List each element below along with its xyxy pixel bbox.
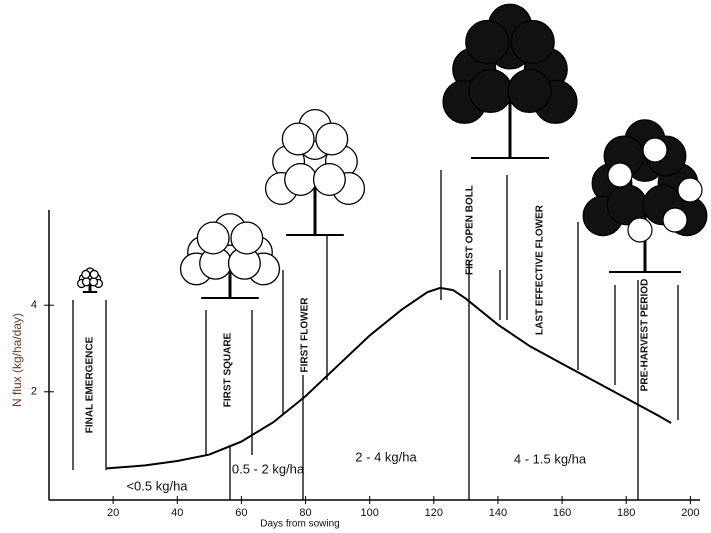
x-tick-label: 40 xyxy=(171,507,183,519)
period-label: 2 - 4 kg/ha xyxy=(355,449,417,464)
x-tick-label: 80 xyxy=(299,507,311,519)
boll xyxy=(642,137,668,163)
plant-icon xyxy=(264,109,366,236)
period-label: 4 - 1.5 kg/ha xyxy=(514,451,587,466)
plant-leaf xyxy=(507,68,552,114)
plant-leaf xyxy=(284,163,318,196)
plant-icon xyxy=(179,213,281,299)
stage-label: FIRST FLOWER xyxy=(300,297,311,373)
plant-leaf xyxy=(465,19,510,65)
x-tick-label: 200 xyxy=(681,507,699,519)
plant-icon xyxy=(442,3,578,159)
x-tick-label: 140 xyxy=(489,507,507,519)
y-tick-label: 2 xyxy=(31,386,37,398)
x-tick-label: 180 xyxy=(617,507,635,519)
stage-label: FIRST OPEN BOLL xyxy=(465,185,476,275)
plant-leaf xyxy=(81,269,91,280)
y-axis-label: N flux (kg/ha/day) xyxy=(10,313,24,407)
period-label: <0.5 kg/ha xyxy=(126,478,188,493)
stage-label: PRE-HARVEST PERIOD xyxy=(640,279,651,392)
stage-label: FIRST SQUARE xyxy=(223,332,234,407)
boll xyxy=(627,217,653,243)
boll xyxy=(607,162,633,188)
x-tick-label: 160 xyxy=(553,507,571,519)
x-tick-label: 100 xyxy=(361,507,379,519)
plant-leaf xyxy=(281,122,315,156)
plant-leaf xyxy=(230,221,264,255)
plant-leaf xyxy=(315,122,349,156)
plant-leaf xyxy=(196,221,230,255)
x-axis-label: Days from sowing xyxy=(260,519,339,530)
period-label: 0.5 - 2 kg/ha xyxy=(232,461,305,476)
y-tick-label: 4 xyxy=(31,299,37,311)
boll xyxy=(662,207,688,233)
plant-leaf xyxy=(89,269,99,280)
stage-label: LAST EFFECTIVE FLOWER xyxy=(535,204,546,335)
plant-icon xyxy=(76,267,104,293)
plant-leaf xyxy=(510,19,555,65)
boll xyxy=(677,177,703,203)
plant-leaf xyxy=(88,277,99,287)
stage-label: FINAL EMERGENCE xyxy=(85,336,96,433)
plant-leaf xyxy=(312,163,346,196)
x-tick-label: 120 xyxy=(425,507,443,519)
x-tick-label: 60 xyxy=(235,507,247,519)
plant-leaf xyxy=(468,68,513,114)
n-flux-line xyxy=(106,286,672,470)
x-tick-label: 20 xyxy=(107,507,119,519)
